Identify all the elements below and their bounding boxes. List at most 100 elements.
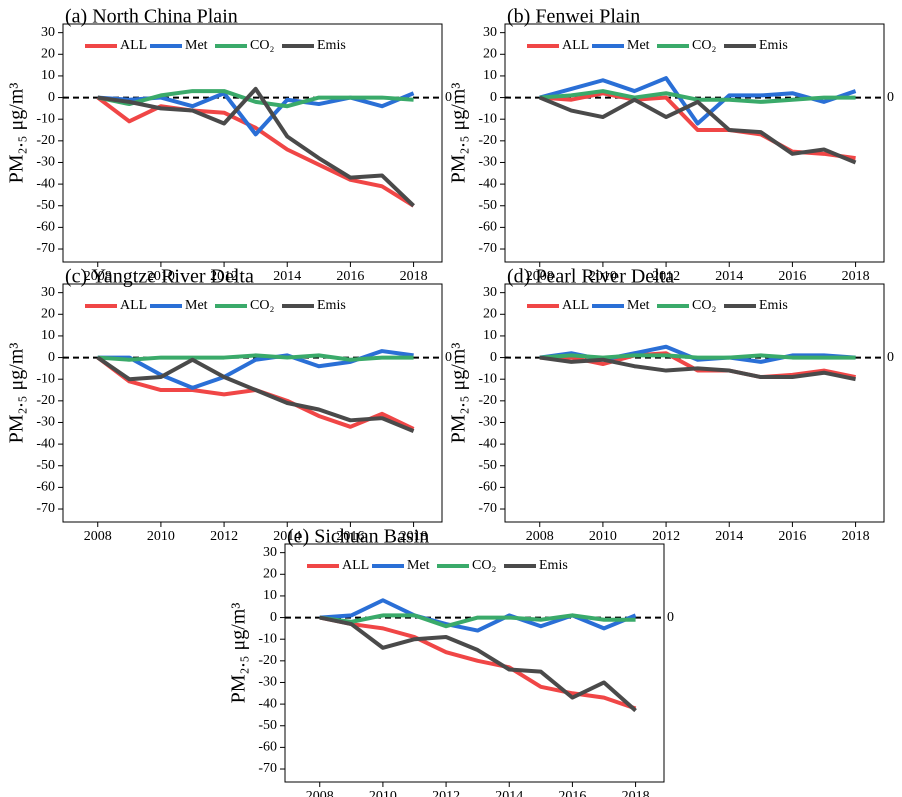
panel-title: (b) Fenwei Plain [507, 6, 640, 28]
series-line [319, 598, 637, 633]
y-tick-label: -40 [478, 436, 497, 451]
legend-label: Met [407, 558, 430, 573]
y-tick-label: 0 [48, 350, 55, 365]
legend-label: CO₂ [250, 298, 274, 313]
y-tick-label: 20 [263, 567, 277, 582]
y-tick-label: -50 [478, 198, 497, 213]
y-tick-label: -60 [478, 220, 497, 235]
y-tick-label: 30 [263, 545, 277, 560]
y-tick-label: -30 [258, 675, 277, 690]
reference-label: 0 [667, 610, 674, 625]
y-tick-label: 0 [270, 610, 277, 625]
y-tick-label: -70 [36, 501, 55, 516]
reference-label: 0 [887, 350, 894, 365]
x-tick-label: 2010 [589, 529, 617, 544]
y-tick-label: -10 [36, 371, 55, 386]
x-tick-label: 2010 [147, 269, 175, 284]
legend-label: ALL [120, 298, 147, 313]
legend-label: Emis [759, 38, 788, 53]
plot-frame [504, 283, 885, 523]
panel-title: (e) Sichuan Basin [287, 526, 429, 548]
x-tick-label: 2008 [526, 529, 554, 544]
x-tick-label: 2014 [273, 269, 301, 284]
reference-label: 0 [445, 350, 452, 365]
x-tick-label: 2018 [400, 529, 428, 544]
y-axis-label: PM₂.₅ μg/m³ [6, 343, 28, 444]
y-tick-label: 30 [41, 25, 55, 40]
reference-label: 0 [887, 90, 894, 105]
panel: -70 -60 -50 -40 -30 -20 -10 0 10 20 30 2008 2010 2012… [448, 6, 894, 285]
series-line [96, 355, 415, 433]
y-tick-label: -40 [478, 176, 497, 191]
series-line [538, 95, 857, 165]
plot-frame [62, 23, 443, 263]
y-axis-label: PM₂.₅ μg/m³ [6, 83, 28, 184]
x-tick-label: 2012 [210, 529, 238, 544]
y-tick-label: -40 [36, 176, 55, 191]
y-axis-label: PM₂.₅ μg/m³ [228, 603, 250, 704]
series-line [539, 89, 856, 104]
y-tick-label: -60 [478, 480, 497, 495]
series-line [97, 86, 415, 208]
y-tick-label: 20 [41, 307, 55, 322]
x-tick-label: 2010 [369, 789, 397, 797]
y-tick-label: 30 [483, 25, 497, 40]
x-tick-label: 2018 [622, 789, 650, 797]
y-tick-label: -60 [258, 740, 277, 755]
y-tick-label: 20 [483, 307, 497, 322]
y-tick-label: 10 [263, 588, 277, 603]
x-tick-label: 2012 [652, 529, 680, 544]
y-tick-label: -20 [478, 393, 497, 408]
x-tick-label: 2010 [147, 529, 175, 544]
series-line [97, 353, 414, 362]
series-line [96, 95, 415, 208]
y-tick-label: -70 [478, 241, 497, 256]
legend-label: Met [627, 38, 650, 53]
x-tick-label: 2016 [336, 269, 364, 284]
y-tick-label: 30 [483, 285, 497, 300]
legend-label: ALL [342, 558, 369, 573]
y-tick-label: 0 [490, 350, 497, 365]
legend-label: Emis [317, 38, 346, 53]
series-line [97, 89, 414, 109]
legend-label: CO₂ [692, 38, 716, 53]
legend-label: Emis [539, 558, 568, 573]
x-tick-label: 2008 [306, 789, 334, 797]
y-tick-label: 30 [41, 285, 55, 300]
y-tick-label: -10 [478, 111, 497, 126]
panel-title: (a) North China Plain [65, 6, 238, 28]
y-tick-label: -20 [478, 133, 497, 148]
x-tick-label: 2014 [715, 269, 743, 284]
y-tick-label: -30 [36, 415, 55, 430]
series-line [539, 353, 856, 360]
y-tick-label: -20 [36, 133, 55, 148]
y-tick-label: 0 [490, 90, 497, 105]
plot-frame [504, 23, 885, 263]
y-tick-label: -60 [36, 220, 55, 235]
y-tick-label: -70 [478, 501, 497, 516]
legend-label: ALL [120, 38, 147, 53]
legend-label: Met [185, 38, 208, 53]
y-tick-label: -70 [36, 241, 55, 256]
y-tick-label: -30 [478, 155, 497, 170]
x-tick-label: 2014 [495, 789, 523, 797]
x-tick-label: 2016 [336, 529, 364, 544]
x-tick-label: 2016 [778, 269, 806, 284]
legend-label: CO₂ [472, 558, 496, 573]
series-line [319, 615, 637, 713]
x-tick-label: 2008 [84, 529, 112, 544]
legend-label: Met [185, 298, 208, 313]
y-tick-label: 10 [483, 68, 497, 83]
x-tick-label: 2012 [432, 789, 460, 797]
y-tick-label: 10 [41, 328, 55, 343]
y-axis-label: PM₂.₅ μg/m³ [448, 83, 470, 184]
legend-label: ALL [562, 38, 589, 53]
legend-label: Emis [759, 298, 788, 313]
x-tick-label: 2018 [400, 269, 428, 284]
x-tick-label: 2014 [715, 529, 743, 544]
panel-title: (c) Yangtze River Delta [65, 266, 254, 288]
y-tick-label: 20 [41, 47, 55, 62]
y-tick-label: -70 [258, 761, 277, 776]
